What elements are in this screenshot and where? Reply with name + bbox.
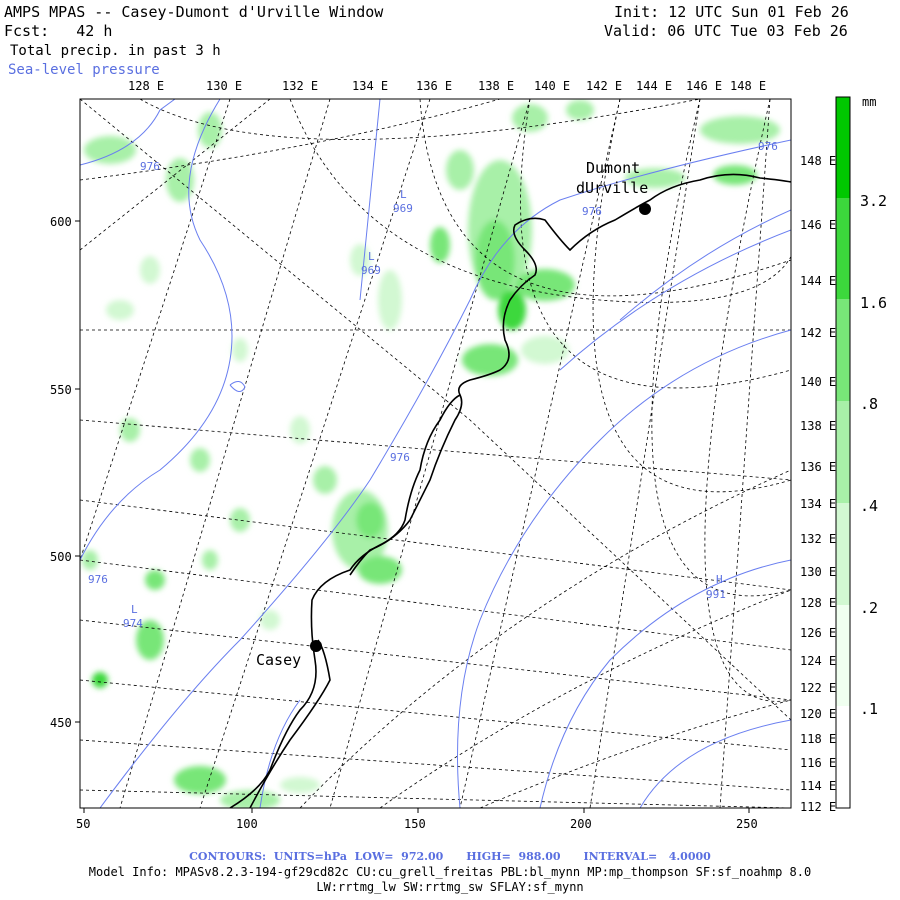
svg-text:128 E: 128 E [128,79,164,93]
coastline [229,173,791,808]
svg-text:130 E: 130 E [800,565,836,579]
svg-text:136 E: 136 E [800,460,836,474]
map-area: Dumont dUrville Casey 976 L 969 L 969 97… [80,99,791,808]
svg-text:146 E: 146 E [800,218,836,232]
svg-text:200: 200 [570,817,592,831]
svg-text:150: 150 [404,817,426,831]
svg-text:136 E: 136 E [416,79,452,93]
svg-text:976: 976 [88,573,108,586]
contour-info: CONTOURS: UNITS=hPa LOW= 972.00 HIGH= 98… [189,850,711,863]
svg-text:124 E: 124 E [800,654,836,668]
svg-text:L: L [400,188,407,201]
y-axis: 600 550 500 450 [50,215,80,730]
svg-text:146 E: 146 E [686,79,722,93]
svg-text:144 E: 144 E [636,79,672,93]
svg-text:.4: .4 [860,497,878,515]
svg-text:.1: .1 [860,700,878,718]
svg-text:450: 450 [50,716,72,730]
svg-text:134 E: 134 E [352,79,388,93]
model-info: Model Info: MPASv8.2.3-194-gf29cd82c CU:… [88,865,812,879]
valid-time: Valid: 06 UTC Tue 03 Feb 26 [604,22,848,40]
svg-text:138 E: 138 E [800,419,836,433]
svg-text:L: L [131,603,138,616]
svg-text:.8: .8 [860,395,878,413]
svg-text:122 E: 122 E [800,681,836,695]
svg-text:250: 250 [736,817,758,831]
svg-text:976: 976 [758,140,778,153]
svg-text:500: 500 [50,550,72,564]
forecast-hour: Fcst: 42 h [4,22,113,40]
svg-text:148 E: 148 E [730,79,766,93]
map-title: AMPS MPAS -- Casey-Dumont d'Urville Wind… [4,3,384,21]
svg-text:128 E: 128 E [800,596,836,610]
svg-text:144 E: 144 E [800,274,836,288]
svg-text:142 E: 142 E [586,79,622,93]
svg-text:114 E: 114 E [800,779,836,793]
x-axis: 50 100 150 200 250 [76,808,758,831]
svg-text:991: 991 [706,588,726,601]
svg-text:132 E: 132 E [800,532,836,546]
svg-text:974: 974 [123,617,143,630]
station-label-durville: dUrville [576,179,648,197]
precip-shading [82,100,780,808]
top-lon-labels: 128 E 130 E 132 E 134 E 136 E 138 E 140 … [128,79,766,93]
svg-text:138 E: 138 E [478,79,514,93]
svg-text:148 E: 148 E [800,154,836,168]
svg-text:118 E: 118 E [800,732,836,746]
svg-text:134 E: 134 E [800,497,836,511]
svg-text:H: H [716,573,723,586]
svg-text:550: 550 [50,383,72,397]
svg-text:L: L [368,250,375,263]
svg-text:976: 976 [390,451,410,464]
station-label-dumont: Dumont [586,159,640,177]
svg-text:126 E: 126 E [800,626,836,640]
svg-text:976: 976 [140,160,160,173]
station-casey: Casey [256,640,322,669]
field-slp: Sea-level pressure [8,62,160,78]
svg-text:130 E: 130 E [206,79,242,93]
svg-text:100: 100 [236,817,258,831]
svg-text:116 E: 116 E [800,756,836,770]
slp-contours [80,99,791,808]
svg-text:132 E: 132 E [282,79,318,93]
right-lon-labels: 148 E 146 E 144 E 142 E 140 E 138 E 136 … [800,154,836,814]
svg-text:140 E: 140 E [800,375,836,389]
svg-text:976: 976 [582,205,602,218]
svg-text:3.2: 3.2 [860,192,887,210]
svg-text:112 E: 112 E [800,800,836,814]
station-label-casey: Casey [256,651,301,669]
pressure-labels: 976 L 969 L 969 976 976 976 976 L 974 H … [88,140,778,630]
colorbar-unit: mm [862,95,876,109]
svg-text:969: 969 [393,202,413,215]
svg-text:120 E: 120 E [800,707,836,721]
svg-text:140 E: 140 E [534,79,570,93]
colorbar: mm 3.2 1.6 .8 .4 .2 .1 [835,95,887,809]
model-info-2: LW:rrtmg_lw SW:rrtmg_sw SFLAY:sf_mynn [316,880,584,894]
graticule [80,99,791,808]
svg-text:969: 969 [361,264,381,277]
station-dumont-durville: Dumont dUrville [576,159,651,215]
svg-text:1.6: 1.6 [860,294,887,312]
svg-text:142 E: 142 E [800,326,836,340]
svg-text:.2: .2 [860,599,878,617]
map-frame [79,98,792,809]
field-precip: Total precip. in past 3 h [10,43,221,59]
svg-text:50: 50 [76,817,90,831]
svg-text:600: 600 [50,215,72,229]
init-time: Init: 12 UTC Sun 01 Feb 26 [614,3,849,21]
